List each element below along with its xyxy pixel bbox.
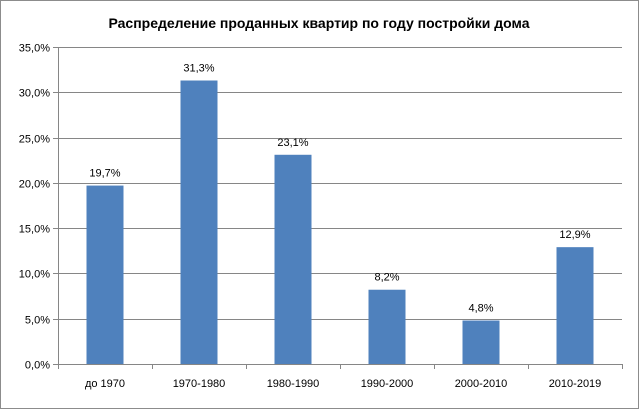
axes — [53, 47, 623, 369]
bar — [274, 154, 312, 364]
bar — [180, 80, 218, 365]
x-tick-label: 1980-1990 — [267, 378, 320, 390]
data-label: 23,1% — [277, 137, 308, 149]
x-tick-label: 1970-1980 — [173, 378, 226, 390]
y-tick-label: 30,0% — [19, 88, 50, 100]
x-tick-label: 1990-2000 — [361, 378, 414, 390]
bar — [368, 289, 406, 364]
data-label: 4,8% — [468, 303, 493, 315]
bar — [556, 247, 594, 364]
grid — [58, 47, 622, 320]
chart-title: Распределение проданных квартир по году … — [108, 15, 529, 31]
y-tick-label: 15,0% — [19, 224, 50, 236]
data-label: 19,7% — [89, 168, 120, 180]
y-tick-label: 5,0% — [25, 315, 50, 327]
data-labels: 19,7% 31,3% 23,1% 8,2% 4,8% 12,9% — [89, 63, 590, 315]
y-tick-label: 0,0% — [25, 360, 50, 372]
x-tick-label: до 1970 — [85, 378, 125, 390]
y-tick-label: 35,0% — [19, 43, 50, 55]
data-label: 8,2% — [374, 272, 399, 284]
data-label: 31,3% — [183, 63, 214, 75]
data-label: 12,9% — [559, 229, 590, 241]
x-tick-label: 2000-2010 — [455, 378, 508, 390]
bars — [86, 80, 594, 365]
x-axis-labels: до 1970 1970-1980 1980-1990 1990-2000 2000-2… — [85, 378, 601, 390]
y-tick-label: 10,0% — [19, 269, 50, 281]
y-tick-label: 20,0% — [19, 179, 50, 191]
bar — [462, 320, 500, 364]
y-axis-labels: 0,0% 5,0% 10,0% 15,0% 20,0% 25,0% 30,0% 35,0% — [19, 43, 50, 372]
y-tick-label: 25,0% — [19, 134, 50, 146]
x-tick-label: 2010-2019 — [549, 378, 602, 390]
bar — [86, 185, 124, 364]
